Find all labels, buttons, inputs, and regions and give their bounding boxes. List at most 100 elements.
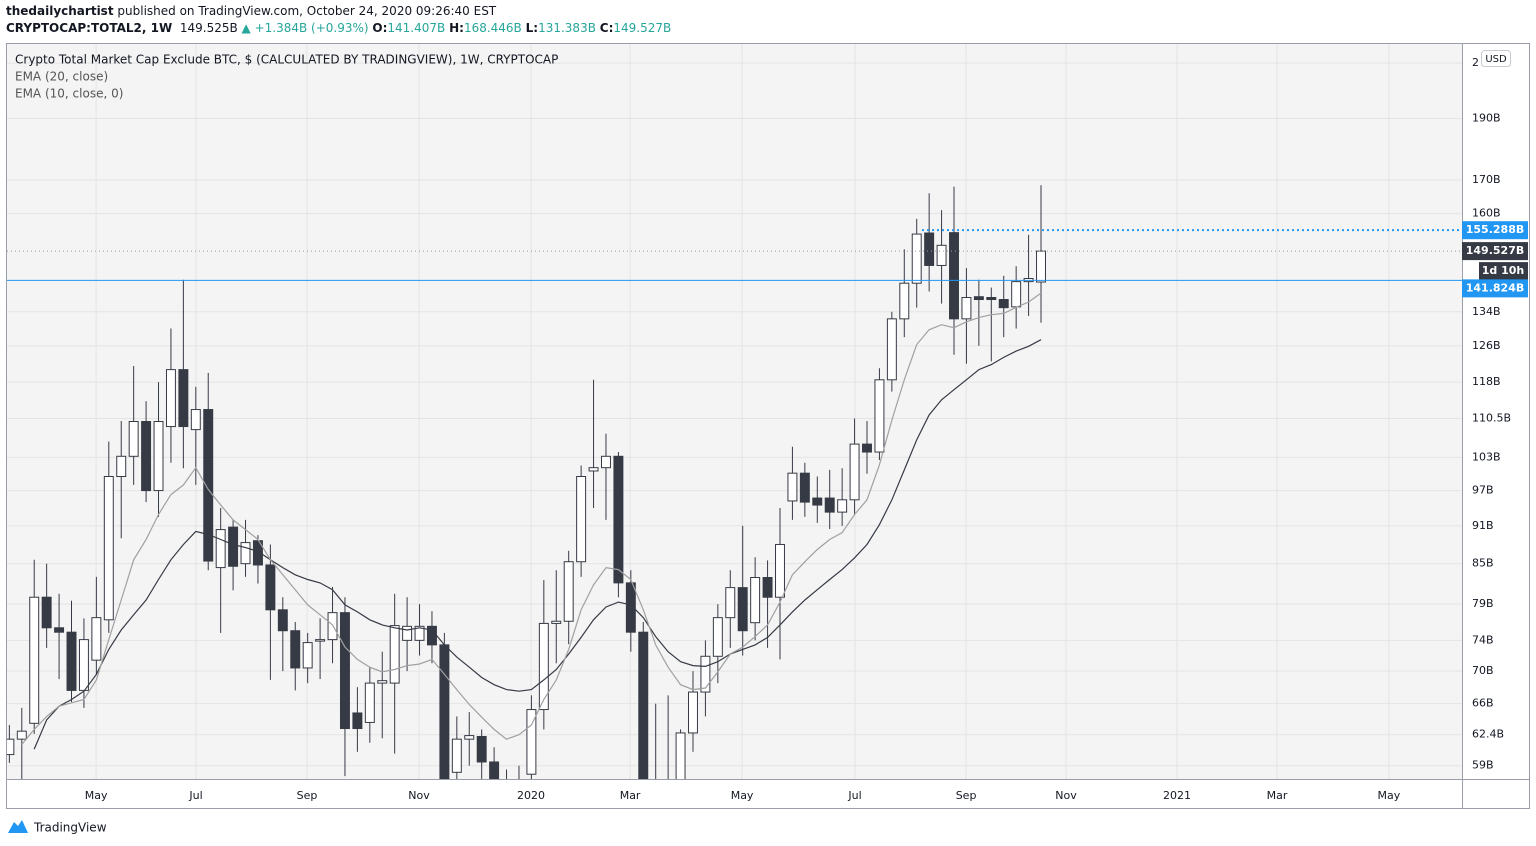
y-tick-label: 190B xyxy=(1472,112,1501,125)
candle-body xyxy=(203,409,214,562)
candle-body xyxy=(116,455,127,478)
symbol: CRYPTOCAP:TOTAL2, 1W xyxy=(6,21,173,35)
countdown: 1d 10h xyxy=(1482,264,1525,277)
x-tick-label: May xyxy=(85,789,108,802)
publish-line: thedailychartist published on TradingVie… xyxy=(6,4,496,18)
candle-body xyxy=(538,622,549,711)
candle-body xyxy=(625,582,636,633)
candle-body xyxy=(178,369,189,428)
x-tick-label: Jul xyxy=(847,789,861,802)
x-tick-label: Nov xyxy=(1055,789,1077,802)
currency: USD xyxy=(1485,54,1507,65)
y-tick-label: 85B xyxy=(1472,557,1494,570)
y-tick-label: 74B xyxy=(1472,633,1494,646)
candle-body xyxy=(998,299,1009,309)
candle-body xyxy=(576,476,587,563)
candle-body xyxy=(899,282,910,320)
y-tick-label: 118B xyxy=(1472,375,1501,388)
ohlc-value: 131.383B xyxy=(538,21,596,35)
candle-body xyxy=(1036,250,1046,283)
candle-body xyxy=(651,785,660,795)
candle-body xyxy=(911,233,922,284)
candle-body xyxy=(252,540,263,566)
candle-body xyxy=(750,577,761,624)
candle-body xyxy=(302,642,313,669)
candle-body xyxy=(973,296,984,301)
ohlc-value: 168.446B xyxy=(463,21,522,35)
countdown-box xyxy=(1479,262,1528,281)
candle-body xyxy=(837,499,848,513)
x-tick-label: May xyxy=(1378,789,1401,802)
candle-body xyxy=(551,620,562,624)
candle-body xyxy=(315,639,326,642)
y-tick-label: 97B xyxy=(1472,484,1494,497)
symbol-line: CRYPTOCAP:TOTAL2, 1W 149.525B ▲ +1.384B … xyxy=(6,21,671,35)
published: published on TradingView.com, October 24… xyxy=(117,4,497,18)
candle-body xyxy=(725,587,736,619)
x-tick-label: May xyxy=(731,789,754,802)
candle-body xyxy=(675,732,686,779)
x-tick-label: Nov xyxy=(408,789,430,802)
y-tick-label: 70B xyxy=(1472,664,1494,677)
candle-body xyxy=(16,730,27,740)
brand: TradingView xyxy=(33,821,107,835)
candle-body xyxy=(700,655,711,693)
candle-body xyxy=(638,631,649,779)
ohlc-label: O: xyxy=(372,21,388,35)
price-label: 155.288B xyxy=(1466,223,1525,236)
candle-body xyxy=(265,564,276,611)
ohlc-label: H: xyxy=(449,21,464,35)
candle-body xyxy=(886,318,897,381)
candle-body xyxy=(228,526,239,567)
candle-body xyxy=(402,625,413,641)
candle-body xyxy=(377,680,388,684)
candle-body xyxy=(762,577,773,598)
ohlc-label: C: xyxy=(599,21,614,35)
candle-body xyxy=(664,785,673,790)
plot-area xyxy=(7,44,1462,779)
candle-body xyxy=(613,455,624,584)
candle-body xyxy=(277,609,288,632)
candle-body xyxy=(240,542,251,565)
candle-body xyxy=(849,443,860,501)
y-tick-label: 126B xyxy=(1472,339,1501,352)
candle-body xyxy=(799,472,810,503)
candle-body xyxy=(103,476,114,621)
price-label-box xyxy=(1462,242,1528,261)
candle-body xyxy=(128,420,139,457)
y-tick-label: 91B xyxy=(1472,519,1494,532)
candle-body xyxy=(29,596,40,724)
legend-entry: EMA (20, close) xyxy=(15,70,108,84)
x-tick-label: Sep xyxy=(956,789,977,802)
x-tick-label: 2021 xyxy=(1163,789,1191,802)
y-tick-label: 134B xyxy=(1472,305,1501,318)
author: thedailychartist xyxy=(6,4,114,18)
candle-body xyxy=(936,244,947,266)
price-label-box xyxy=(1462,279,1528,298)
ema-line xyxy=(33,339,1042,750)
candle-body xyxy=(7,738,15,756)
candle-body xyxy=(41,596,52,629)
candle-body xyxy=(787,472,798,502)
candle-body xyxy=(588,467,599,472)
y-tick-label: 59B xyxy=(1472,759,1494,772)
currency-box[interactable] xyxy=(1481,50,1511,67)
candle-body xyxy=(874,379,885,453)
ema-line xyxy=(21,292,1042,745)
candle-body xyxy=(439,644,450,779)
frame xyxy=(6,43,1530,809)
candle-body xyxy=(78,639,89,691)
y-tick-label: 110.5B xyxy=(1472,411,1511,424)
candle-body xyxy=(688,691,698,734)
candle-body xyxy=(489,761,500,779)
candle-body xyxy=(1011,281,1022,308)
price-label-box xyxy=(1462,221,1528,240)
candle-body xyxy=(66,631,77,691)
candle-body xyxy=(141,420,152,492)
candle-body xyxy=(215,529,226,569)
candle-body xyxy=(451,738,462,773)
y-tick-label: 66B xyxy=(1472,697,1494,710)
candle-body xyxy=(601,455,611,469)
candle-body xyxy=(961,297,972,320)
